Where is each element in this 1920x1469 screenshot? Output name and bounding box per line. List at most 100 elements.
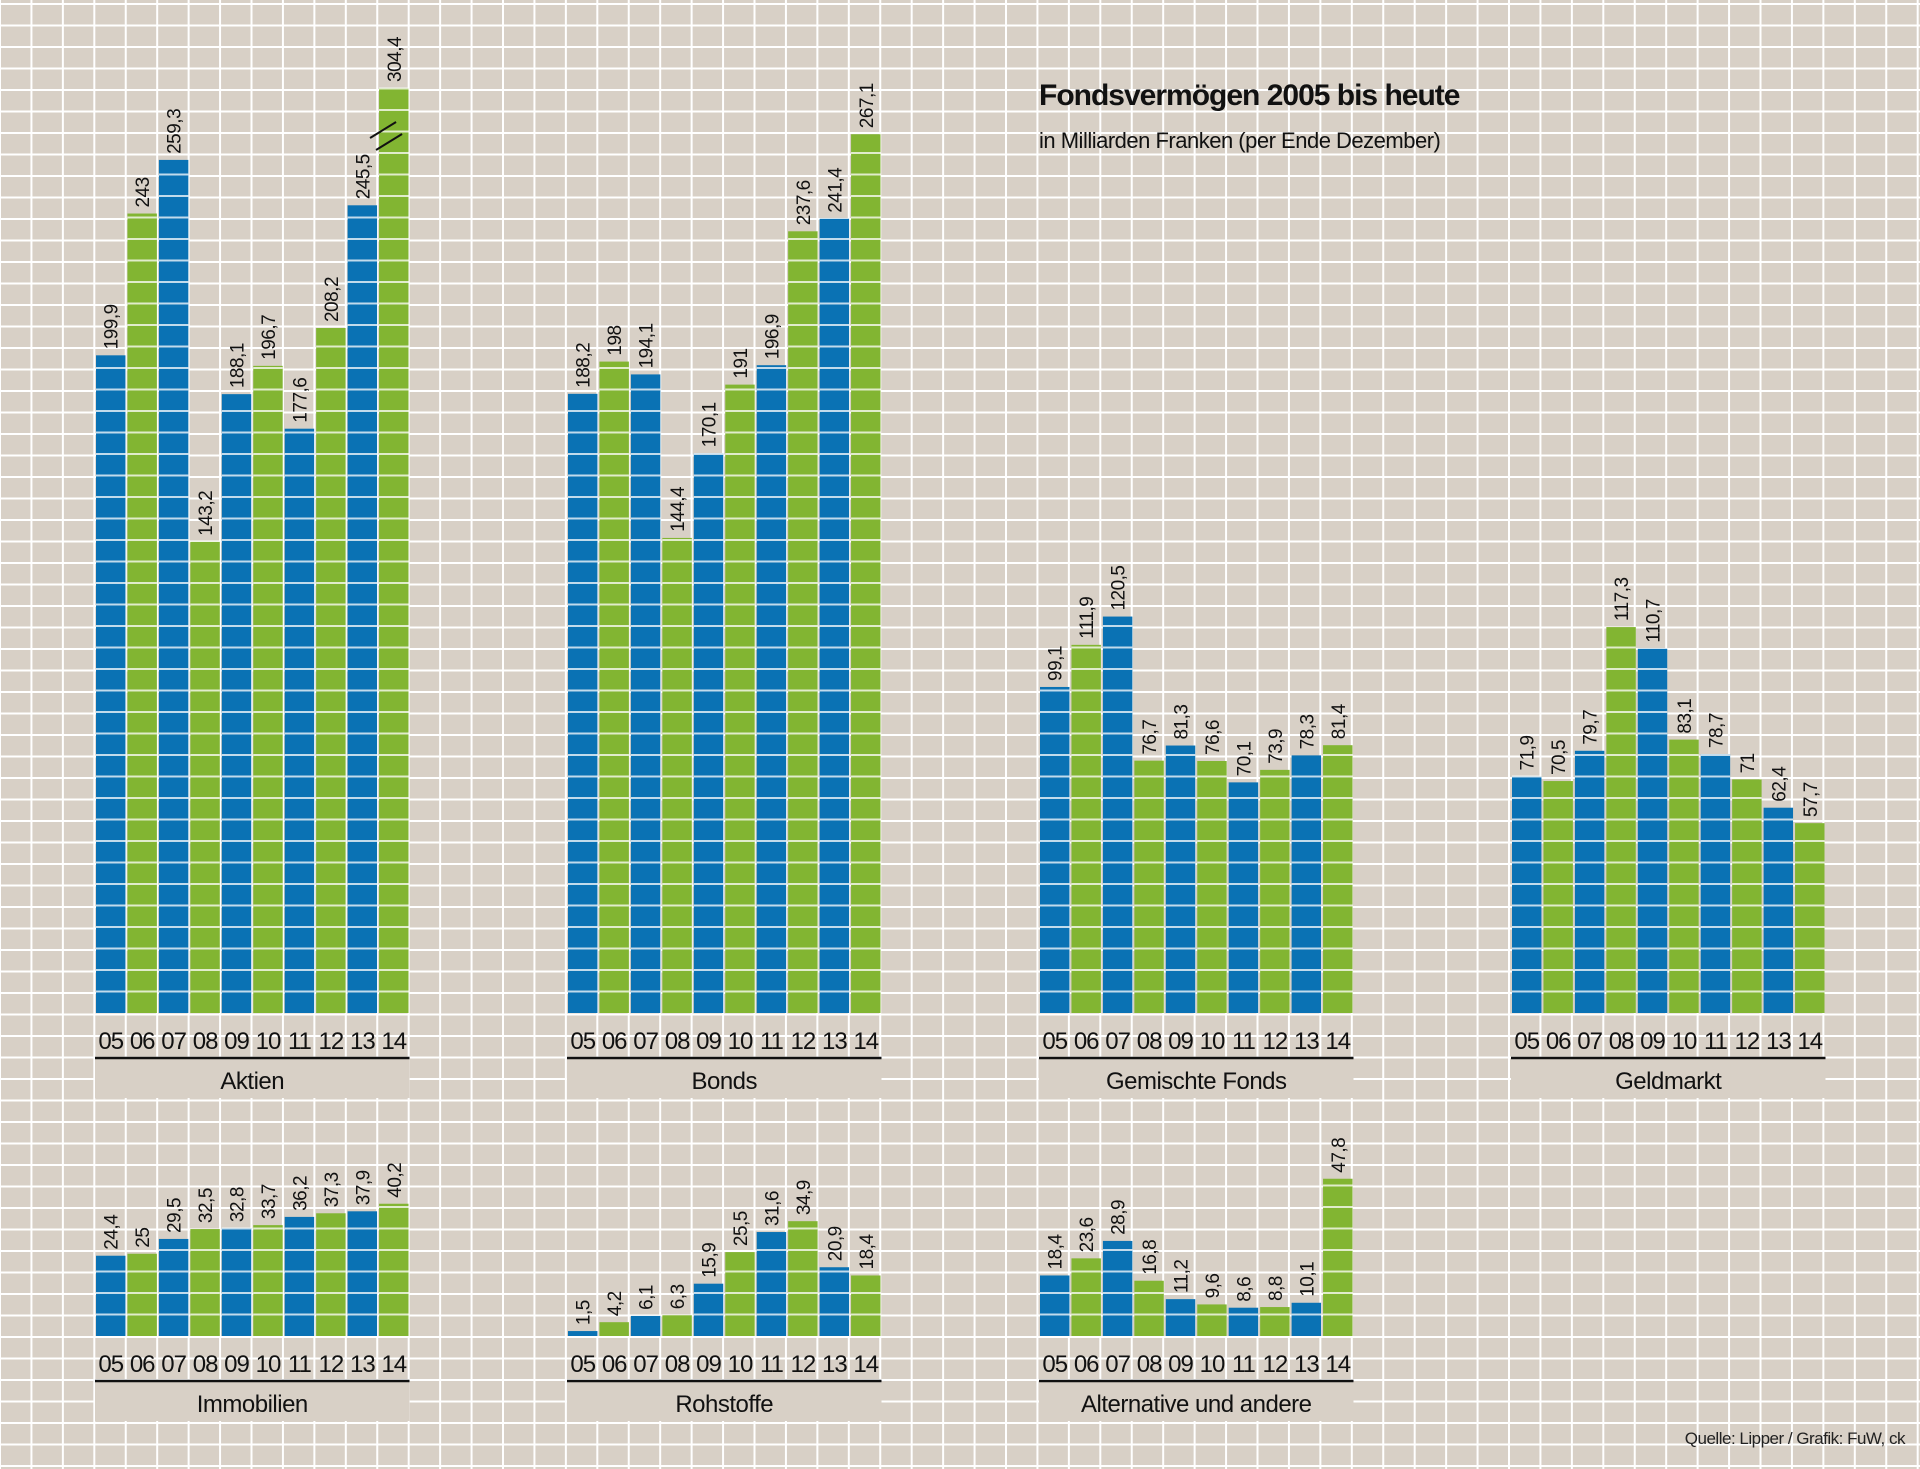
value-label: 117,3 — [1612, 577, 1633, 621]
value-label: 198 — [605, 325, 626, 355]
value-label: 32,5 — [196, 1188, 217, 1223]
year-label: 06 — [1546, 1028, 1571, 1055]
panel-label-bg — [567, 1381, 882, 1421]
value-label: 241,4 — [825, 167, 846, 213]
value-label: 37,9 — [353, 1170, 374, 1205]
value-label: 33,7 — [259, 1184, 280, 1219]
panel-label-bg — [1039, 1058, 1354, 1098]
panel-label-bg — [567, 1058, 882, 1098]
value-label: 15,9 — [700, 1243, 721, 1278]
panel-label: Bonds — [691, 1068, 757, 1095]
value-label: 144,4 — [668, 486, 689, 532]
year-label: 11 — [1704, 1028, 1728, 1055]
value-label: 4,2 — [605, 1291, 626, 1316]
value-label: 188,1 — [228, 343, 249, 388]
value-label: 57,7 — [1801, 782, 1822, 817]
year-label: 14 — [853, 1028, 878, 1055]
year-label: 13 — [822, 1028, 847, 1055]
axis-break-icon — [369, 121, 397, 139]
value-label: 6,1 — [637, 1285, 658, 1310]
bar — [284, 428, 315, 1013]
year-label: 11 — [288, 1351, 312, 1378]
value-label: 196,9 — [762, 314, 783, 359]
value-label: 16,8 — [1140, 1240, 1161, 1275]
panel-immobilien: 24,4 05 25 06 29,5 07 32,5 08 32,8 09 33,7 10 36,2 11… — [95, 1163, 410, 1421]
value-label: 40,2 — [385, 1163, 406, 1198]
value-label: 28,9 — [1109, 1200, 1130, 1235]
bar — [568, 393, 598, 1013]
bar — [1071, 1258, 1101, 1336]
bar — [316, 328, 346, 1014]
panel-rohstoffe: 1,5 05 4,2 06 6,1 07 6,3 08 15,9 09 25,5 10 31,6 11 34… — [567, 1180, 882, 1421]
bar — [1763, 807, 1794, 1013]
year-label: 09 — [224, 1028, 249, 1055]
year-label: 06 — [1074, 1028, 1099, 1055]
value-label: 259,3 — [165, 109, 186, 154]
value-label: 111,9 — [1077, 597, 1098, 639]
bar — [127, 213, 157, 1013]
bar — [788, 1221, 818, 1336]
value-label: 37,3 — [322, 1172, 343, 1207]
year-label: 06 — [130, 1028, 155, 1055]
value-label: 81,3 — [1172, 705, 1193, 740]
bar — [1637, 648, 1668, 1013]
value-label: 47,8 — [1329, 1138, 1350, 1173]
panel-label: Geldmarkt — [1615, 1068, 1722, 1095]
year-label: 07 — [1105, 1351, 1130, 1378]
bar — [96, 1255, 126, 1336]
bar — [1669, 739, 1699, 1013]
panel-label: Rohstoffe — [675, 1391, 773, 1418]
bar — [599, 361, 629, 1014]
bar — [1134, 1280, 1164, 1336]
value-label: 199,9 — [102, 304, 123, 349]
value-label: 304,4 — [385, 36, 406, 82]
year-label: 13 — [350, 1351, 375, 1378]
year-label: 07 — [633, 1351, 658, 1378]
year-label: 14 — [853, 1351, 878, 1378]
year-label: 10 — [728, 1351, 753, 1378]
panel-label: Immobilien — [197, 1391, 308, 1418]
year-label: 05 — [570, 1351, 595, 1378]
bar — [568, 1331, 598, 1336]
bar — [379, 88, 409, 1013]
value-label: 36,2 — [290, 1176, 311, 1211]
year-label: 05 — [98, 1028, 123, 1055]
value-label: 70,1 — [1234, 741, 1255, 776]
bar — [1543, 781, 1573, 1013]
year-label: 07 — [161, 1351, 186, 1378]
year-label: 08 — [665, 1351, 690, 1378]
year-label: 11 — [1232, 1028, 1256, 1055]
year-label: 11 — [1232, 1351, 1256, 1378]
year-label: 13 — [822, 1351, 847, 1378]
bar — [1260, 769, 1290, 1013]
panel-alternative-und-andere: 18,4 05 23,6 06 28,9 07 16,8 08 11,2 09 9,6 10 8,6 11… — [1039, 1138, 1354, 1421]
bar — [284, 1216, 315, 1336]
year-label: 12 — [1263, 1028, 1288, 1055]
year-label: 09 — [696, 1351, 721, 1378]
bar — [1040, 686, 1070, 1013]
year-label: 12 — [1735, 1028, 1760, 1055]
panel-label: Gemischte Fonds — [1106, 1068, 1287, 1095]
year-label: 11 — [760, 1351, 784, 1378]
value-label: 73,9 — [1266, 729, 1287, 764]
panel-label-bg — [95, 1058, 410, 1098]
bar — [1323, 745, 1353, 1013]
bar — [158, 1238, 189, 1336]
bar — [693, 1283, 724, 1336]
year-label: 09 — [1640, 1028, 1665, 1055]
value-label: 76,6 — [1203, 720, 1224, 755]
year-label: 06 — [602, 1028, 627, 1055]
bar — [756, 1232, 787, 1336]
year-label: 08 — [1137, 1028, 1162, 1055]
value-label: 78,3 — [1297, 714, 1318, 749]
bar — [190, 1229, 220, 1336]
year-label: 07 — [1577, 1028, 1602, 1055]
bar — [819, 1267, 850, 1336]
bar — [1102, 616, 1133, 1013]
year-label: 09 — [1168, 1351, 1193, 1378]
year-label: 13 — [1294, 1351, 1319, 1378]
year-label: 07 — [633, 1028, 658, 1055]
bar — [725, 384, 755, 1013]
value-label: 196,7 — [259, 315, 280, 360]
